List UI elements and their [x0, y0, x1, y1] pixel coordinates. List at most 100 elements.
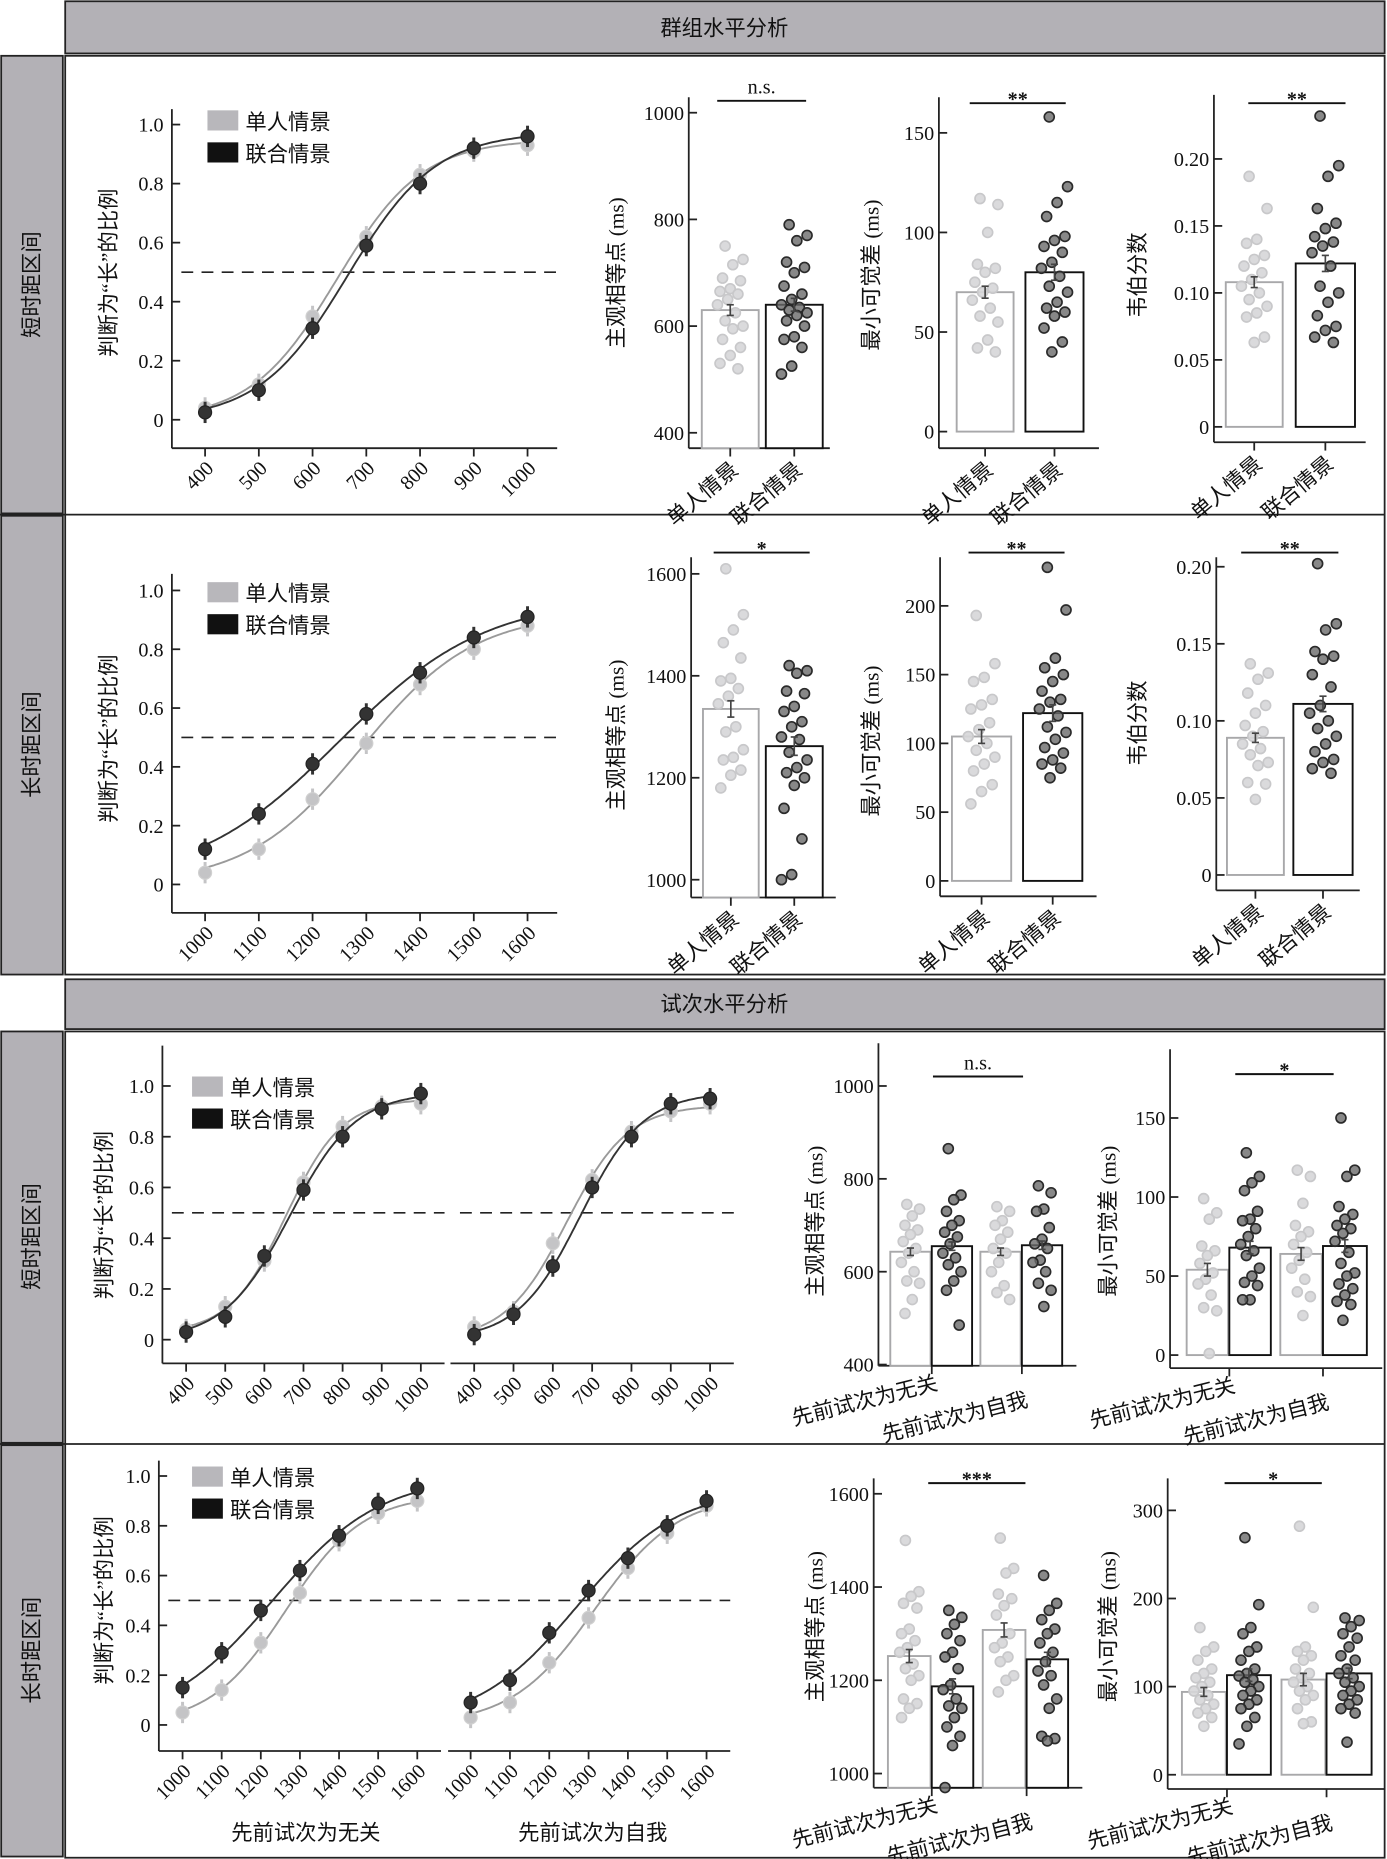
- individual-point: [989, 751, 1001, 763]
- y-axis-label: 最小可觉差 (ms): [1097, 1551, 1121, 1702]
- x-tick-label: 500: [201, 1373, 238, 1410]
- y-tick-label: 200: [1133, 1589, 1163, 1611]
- individual-point: [956, 1702, 968, 1715]
- individual-point: [1261, 202, 1273, 215]
- individual-point: [1205, 1711, 1218, 1724]
- individual-point: [798, 687, 811, 700]
- individual-point: [1056, 336, 1069, 348]
- individual-point: [949, 1251, 962, 1264]
- x-tick-label: 800: [319, 1373, 356, 1410]
- individual-point: [796, 715, 808, 728]
- group-level-header: 群组水平分析: [660, 17, 788, 41]
- individual-point: [722, 690, 735, 703]
- individual-point: [962, 730, 975, 743]
- y-tick-label: 0.10: [1176, 711, 1211, 733]
- individual-point: [719, 240, 731, 252]
- y-tick-label: 600: [843, 1262, 873, 1284]
- data-point-joint: [179, 1324, 194, 1340]
- individual-point: [1203, 1213, 1216, 1225]
- individual-point: [791, 234, 803, 247]
- individual-point: [1335, 1112, 1347, 1124]
- individual-point: [992, 316, 1004, 328]
- y-tick-label: 0.2: [138, 816, 163, 838]
- y-tick-label: 1200: [646, 768, 686, 790]
- data-point-joint: [296, 1182, 311, 1198]
- category-label: 单人情景: [917, 457, 998, 530]
- data-point-joint: [359, 238, 374, 253]
- individual-point: [1046, 754, 1059, 766]
- individual-point: [1253, 287, 1266, 299]
- individual-point: [1262, 756, 1275, 769]
- y-tick-label: 150: [1135, 1108, 1165, 1130]
- individual-point: [1044, 771, 1056, 784]
- individual-point: [1003, 1205, 1016, 1218]
- y-tick-label: 1.0: [129, 1076, 154, 1098]
- individual-point: [939, 1651, 951, 1663]
- individual-point: [984, 302, 997, 314]
- y-tick-label: 100: [1133, 1677, 1163, 1699]
- individual-point: [1241, 1720, 1253, 1733]
- individual-point: [1333, 1200, 1345, 1213]
- y-tick-label: 1200: [829, 1670, 869, 1692]
- individual-point: [1238, 260, 1250, 272]
- individual-point: [1341, 1736, 1353, 1748]
- data-point-joint: [305, 321, 320, 336]
- individual-point: [1027, 1256, 1039, 1269]
- individual-point: [730, 720, 742, 733]
- individual-point: [1038, 1300, 1050, 1313]
- individual-point: [791, 667, 803, 680]
- y-tick-label: 1000: [646, 870, 686, 892]
- individual-point: [1339, 1213, 1351, 1225]
- significance-label: *: [1279, 1059, 1289, 1081]
- y-tick-label: 0.2: [125, 1665, 150, 1687]
- individual-point: [1234, 1238, 1247, 1251]
- individual-point: [1339, 1676, 1351, 1689]
- x-axis-label: 先前试次为自我: [518, 1821, 667, 1845]
- individual-point: [780, 685, 793, 697]
- significance-label: **: [1006, 538, 1026, 560]
- y-axis-label: 判断为“长”的比例: [97, 189, 121, 357]
- y-tick-label: 0.20: [1174, 149, 1209, 171]
- individual-point: [1311, 202, 1324, 215]
- data-point-joint: [257, 1248, 272, 1264]
- individual-point: [737, 743, 750, 756]
- data-point-joint: [292, 1563, 308, 1578]
- individual-point: [1330, 730, 1343, 743]
- y-tick-label: 0: [1153, 1765, 1163, 1787]
- individual-point: [1190, 1671, 1202, 1684]
- individual-point: [796, 288, 808, 300]
- individual-point: [967, 675, 980, 688]
- y-axis-label: 判断为“长”的比例: [92, 1516, 116, 1684]
- y-tick-label: 600: [654, 316, 684, 338]
- data-point-single: [197, 865, 213, 880]
- data-point-single: [545, 1236, 560, 1251]
- individual-point: [1317, 653, 1329, 666]
- individual-point: [1035, 1613, 1048, 1626]
- individual-point: [971, 342, 984, 354]
- individual-point: [1341, 1170, 1353, 1183]
- legend-swatch-single: [192, 1466, 223, 1487]
- data-point-joint: [699, 1493, 714, 1509]
- x-tick-label: 1000: [679, 1373, 723, 1417]
- individual-point: [1349, 1654, 1361, 1666]
- individual-point: [905, 1674, 917, 1687]
- individual-point: [714, 285, 726, 298]
- individual-point: [1259, 778, 1272, 790]
- y-tick-label: 1600: [829, 1484, 869, 1506]
- individual-point: [986, 778, 999, 791]
- individual-point: [1041, 1735, 1054, 1747]
- individual-point: [1311, 722, 1324, 735]
- y-axis-label: 主观相等点 (ms): [605, 197, 629, 348]
- bar-single: [1224, 281, 1284, 428]
- individual-point: [1291, 1286, 1304, 1298]
- data-point-joint: [520, 609, 535, 625]
- individual-point: [1240, 1146, 1253, 1159]
- individual-point: [895, 1627, 908, 1640]
- individual-point: [1349, 1707, 1361, 1719]
- individual-point: [1194, 1621, 1206, 1634]
- individual-point: [1043, 1221, 1056, 1234]
- psychometric-chart-4: 0 0.2 0.4 0.6 0.8 1.0 判断为“长”的比例 1000 1100 1200 130…: [97, 573, 558, 966]
